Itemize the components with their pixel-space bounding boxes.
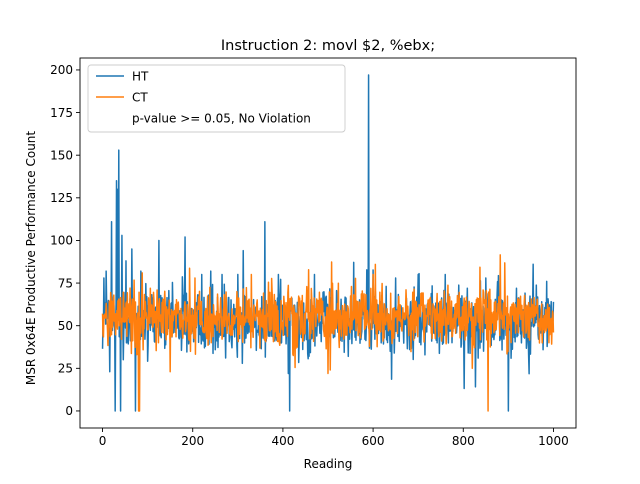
y-axis: 0 25 50 75 100 125 150 175 200	[50, 63, 80, 418]
y-tick-label: 75	[58, 276, 73, 290]
y-tick-label: 100	[50, 234, 73, 248]
x-tick-label: 400	[271, 434, 294, 448]
y-axis-label: MSR 0x64E Productive Performance Count	[24, 131, 38, 386]
x-axis-label: Reading	[304, 457, 353, 471]
y-tick-label: 25	[58, 362, 73, 376]
y-tick-label: 0	[65, 404, 73, 418]
x-tick-label: 0	[99, 434, 107, 448]
legend: HT CT p-value >= 0.05, No Violation	[87, 64, 346, 133]
legend-label-ct: CT	[132, 91, 148, 105]
x-tick-label: 1000	[538, 434, 569, 448]
x-tick-label: 200	[181, 434, 204, 448]
legend-box	[87, 64, 346, 133]
series-line-ct	[101, 254, 555, 412]
plot-frame	[79, 57, 577, 429]
series-layer	[101, 74, 555, 412]
legend-label-pvalue: p-value >= 0.05, No Violation	[132, 112, 311, 126]
y-tick-label: 150	[50, 148, 73, 162]
chart-title: Instruction 2: movl $2, %ebx;	[221, 38, 435, 54]
y-tick-label: 50	[58, 319, 73, 333]
y-tick-label: 200	[50, 63, 73, 77]
y-tick-label: 175	[50, 106, 73, 120]
x-axis: 0 200 400 600 800 1000	[99, 428, 569, 448]
x-tick-label: 800	[452, 434, 475, 448]
y-tick-label: 125	[50, 191, 73, 205]
legend-label-ht: HT	[132, 70, 149, 84]
x-tick-label: 600	[362, 434, 385, 448]
